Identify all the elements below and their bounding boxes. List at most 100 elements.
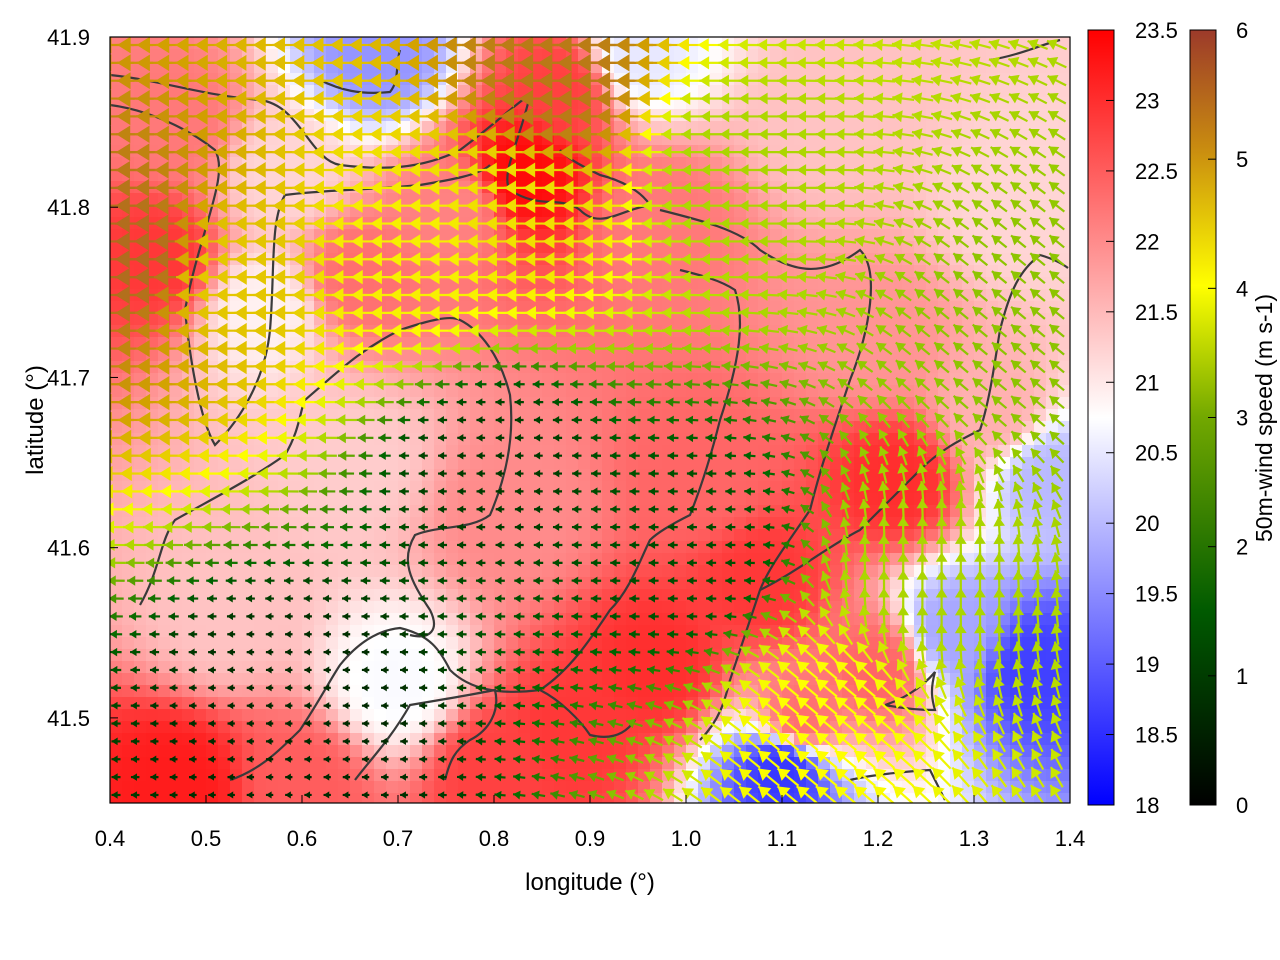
heat-cell [482, 625, 495, 638]
heat-cell [314, 649, 327, 662]
heat-cell [698, 565, 711, 578]
heat-cell [638, 565, 651, 578]
heat-cell [446, 481, 459, 494]
heat-cell [482, 769, 495, 782]
heat-cell [350, 757, 363, 770]
heat-cell [674, 601, 687, 614]
heat-cell [278, 421, 291, 434]
heat-cell [110, 109, 123, 122]
heat-cell [158, 673, 171, 686]
heat-cell [638, 601, 651, 614]
heat-cell [470, 529, 483, 542]
heat-cell [110, 37, 123, 50]
heat-cell [146, 769, 159, 782]
heat-cell [170, 745, 183, 758]
heat-cell [962, 157, 975, 170]
heat-cell [278, 709, 291, 722]
heat-cell [314, 709, 327, 722]
heat-cell [566, 673, 579, 686]
heat-cell [698, 505, 711, 518]
heat-cell [494, 637, 507, 650]
heat-cell [206, 313, 219, 326]
heat-cell [242, 649, 255, 662]
heat-cell [398, 781, 411, 794]
heat-cell [386, 781, 399, 794]
heat-cell [110, 565, 123, 578]
heat-cell [302, 673, 315, 686]
heat-cell [734, 565, 747, 578]
heat-cell [254, 553, 267, 566]
heat-cell [434, 529, 447, 542]
heat-cell [146, 673, 159, 686]
heat-cell [806, 229, 819, 242]
heat-cell [110, 709, 123, 722]
heat-cell [674, 349, 687, 362]
heat-cell [206, 373, 219, 386]
heat-cell [266, 313, 279, 326]
heat-cell [254, 589, 267, 602]
heat-cell [230, 793, 243, 803]
heat-cell [206, 61, 219, 74]
heat-cell [266, 109, 279, 122]
heat-cell [566, 565, 579, 578]
heat-cell [230, 469, 243, 482]
heat-cell [386, 565, 399, 578]
heat-cell [266, 637, 279, 650]
heat-cell [182, 793, 195, 803]
heat-cell [998, 229, 1011, 242]
heat-cell [386, 493, 399, 506]
heat-cell [806, 193, 819, 206]
heat-cell [374, 601, 387, 614]
heat-cell [326, 397, 339, 410]
heat-cell [854, 385, 867, 398]
heat-cell [434, 673, 447, 686]
heat-cell [1022, 349, 1035, 362]
heat-cell [170, 505, 183, 518]
heat-cell [290, 697, 303, 710]
heat-cell [806, 85, 819, 98]
heat-cell [806, 205, 819, 218]
heat-cell [1022, 529, 1035, 542]
heat-cell [458, 637, 471, 650]
heat-cell [422, 565, 435, 578]
heat-cell [170, 781, 183, 794]
heat-cell [458, 421, 471, 434]
heat-cell [362, 121, 375, 134]
heat-cell [530, 505, 543, 518]
heat-cell [134, 709, 147, 722]
heat-cell [158, 757, 171, 770]
heat-cell [242, 793, 255, 803]
heat-cell [566, 601, 579, 614]
heat-cell [446, 445, 459, 458]
heat-cell [830, 493, 843, 506]
heat-cell [626, 541, 639, 554]
heat-cell [242, 637, 255, 650]
heat-cell [218, 733, 231, 746]
heat-cell [734, 505, 747, 518]
heat-cell [554, 505, 567, 518]
heat-cell [482, 589, 495, 602]
heat-cell [134, 577, 147, 590]
heat-cell [434, 661, 447, 674]
heat-cell [338, 781, 351, 794]
heat-cell [194, 577, 207, 590]
heat-cell [266, 709, 279, 722]
heat-cell [302, 493, 315, 506]
heat-cell [206, 673, 219, 686]
heat-cell [1022, 565, 1035, 578]
heat-cell [314, 565, 327, 578]
heat-cell [206, 445, 219, 458]
heat-cell [458, 781, 471, 794]
heat-cell [134, 565, 147, 578]
heat-cell [458, 541, 471, 554]
heat-cell [386, 769, 399, 782]
heat-cell [770, 49, 783, 62]
heat-cell [362, 529, 375, 542]
heat-cell [410, 613, 423, 626]
heat-cell [170, 49, 183, 62]
heat-cell [614, 565, 627, 578]
heat-cell [122, 661, 135, 674]
heat-cell [362, 49, 375, 62]
heat-cell [650, 505, 663, 518]
